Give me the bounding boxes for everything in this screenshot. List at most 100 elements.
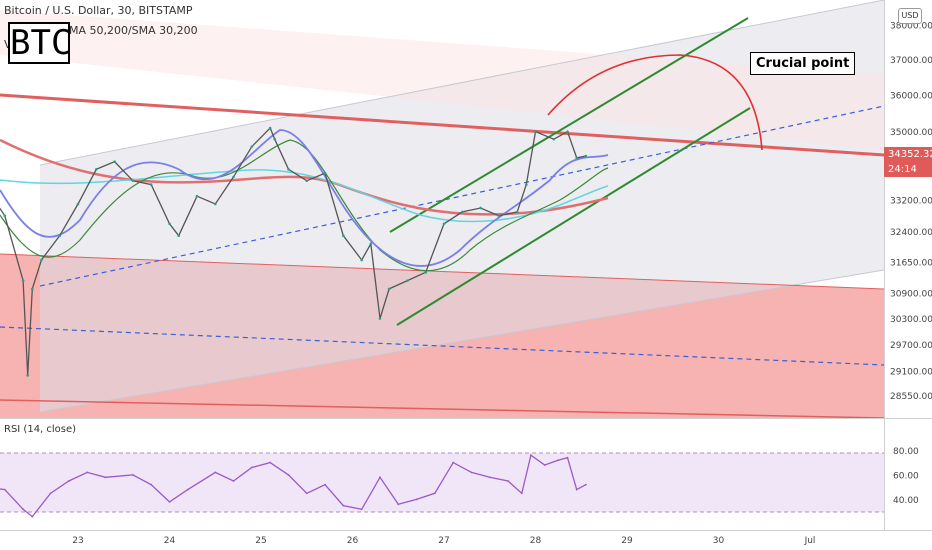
rsi-point bbox=[250, 466, 253, 469]
ema-30-line bbox=[0, 129, 609, 267]
price-tick-label: 33200.00 bbox=[890, 197, 932, 207]
price-point bbox=[30, 287, 34, 291]
price-point bbox=[323, 171, 327, 175]
price-point bbox=[95, 167, 98, 171]
rsi-tick-label: 60.00 bbox=[893, 471, 919, 481]
main-resistance-line bbox=[0, 93, 885, 157]
time-tick-label: 26 bbox=[347, 536, 359, 546]
rsi-point bbox=[287, 473, 290, 476]
bearish-zone-top-line bbox=[0, 253, 885, 290]
price-point bbox=[378, 317, 382, 320]
rsi-point bbox=[470, 471, 473, 474]
time-tick-label: 29 bbox=[621, 536, 633, 546]
price-point bbox=[566, 130, 569, 134]
rsi-point bbox=[379, 476, 381, 479]
upper-pink-fan bbox=[0, 10, 884, 150]
time-tick-label: 27 bbox=[438, 536, 449, 546]
rsi-point bbox=[584, 483, 587, 486]
price-point bbox=[273, 137, 277, 141]
rsi-point bbox=[566, 456, 569, 459]
rsi-point bbox=[269, 461, 272, 464]
price-point bbox=[21, 279, 25, 282]
rsi-point bbox=[49, 492, 52, 495]
time-tick-label: 28 bbox=[530, 536, 542, 546]
price-point bbox=[479, 206, 482, 210]
price-point bbox=[26, 374, 29, 377]
currency-button[interactable]: USD bbox=[898, 8, 922, 24]
price-point bbox=[424, 271, 428, 274]
price-point bbox=[3, 214, 7, 218]
price-point bbox=[195, 194, 199, 198]
channel-top-line bbox=[39, 0, 885, 166]
rsi-point bbox=[232, 480, 235, 482]
price-tick-label: 28550.00 bbox=[890, 392, 932, 402]
rsi-point bbox=[433, 492, 436, 495]
price-point bbox=[534, 130, 537, 134]
price-tick-label: 30300.00 bbox=[890, 315, 932, 325]
rsi-point bbox=[22, 508, 24, 511]
price-tick-label: 30900.00 bbox=[890, 290, 932, 300]
rsi-point bbox=[342, 504, 345, 507]
price-point bbox=[525, 183, 528, 186]
price-tick-label: 35000.00 bbox=[890, 128, 932, 138]
rsi-point bbox=[305, 492, 308, 495]
rsi-point bbox=[415, 498, 418, 501]
rsi-point bbox=[507, 480, 509, 482]
price-tick-label: 29700.00 bbox=[890, 341, 932, 351]
green-channel-upper bbox=[389, 17, 749, 233]
rsi-point bbox=[104, 476, 107, 479]
price-point bbox=[213, 202, 217, 206]
price-tick-label: 37000.00 bbox=[890, 56, 932, 66]
price-point bbox=[268, 126, 272, 130]
price-tick-label: 32400.00 bbox=[890, 228, 932, 238]
bar-countdown-tag: 24:14 bbox=[884, 162, 932, 177]
rsi-point bbox=[543, 464, 546, 466]
price-point bbox=[232, 175, 235, 179]
price-tick-label: 29100.00 bbox=[890, 367, 932, 377]
price-point bbox=[552, 137, 556, 141]
rsi-point bbox=[3, 488, 6, 491]
chart-title: Bitcoin / U.S. Dollar, 30, BITSTAMP bbox=[4, 4, 193, 17]
rsi-series-line bbox=[0, 454, 587, 518]
price-point bbox=[113, 160, 116, 163]
price-point bbox=[515, 210, 519, 214]
price-point bbox=[461, 210, 464, 214]
price-point bbox=[76, 202, 80, 206]
price-point bbox=[40, 258, 43, 262]
rsi-point bbox=[557, 459, 560, 462]
rsi-point bbox=[168, 500, 171, 503]
last-price-tag: 34352.32 bbox=[884, 147, 932, 162]
time-tick-label: 25 bbox=[255, 536, 266, 546]
sma-200-line bbox=[0, 169, 609, 223]
price-point bbox=[497, 214, 501, 218]
price-point bbox=[58, 234, 61, 238]
price-tick-label: 38000.00 bbox=[890, 22, 932, 32]
rsi-point bbox=[214, 471, 217, 474]
rsi-point bbox=[86, 471, 89, 474]
rsi-point bbox=[488, 476, 491, 479]
price-point bbox=[442, 222, 446, 226]
price-point bbox=[369, 242, 373, 246]
time-tick-label: 23 bbox=[72, 536, 83, 546]
indicator-legend: EMA 50,200/SMA 30,200 bbox=[62, 24, 198, 37]
rsi-point bbox=[520, 492, 523, 495]
price-point bbox=[149, 183, 153, 186]
price-point bbox=[131, 179, 135, 183]
price-tick-label: 36000.00 bbox=[890, 92, 932, 102]
time-tick-label: 24 bbox=[164, 536, 176, 546]
rsi-point bbox=[324, 483, 326, 486]
crucial-point-label: Crucial point bbox=[750, 52, 856, 75]
crucial-arc bbox=[547, 54, 763, 151]
price-point bbox=[387, 287, 391, 291]
rsi-point bbox=[397, 503, 400, 506]
green-channel-lower bbox=[396, 107, 751, 326]
time-tick-label: Jul bbox=[804, 536, 816, 546]
rsi-point bbox=[186, 488, 189, 491]
price-point bbox=[168, 222, 171, 226]
price-point bbox=[406, 279, 409, 282]
price-point bbox=[305, 179, 309, 183]
rsi-point bbox=[360, 508, 363, 511]
rsi-title: RSI (14, close) bbox=[4, 424, 77, 435]
btc-badge: BTC bbox=[8, 22, 72, 64]
